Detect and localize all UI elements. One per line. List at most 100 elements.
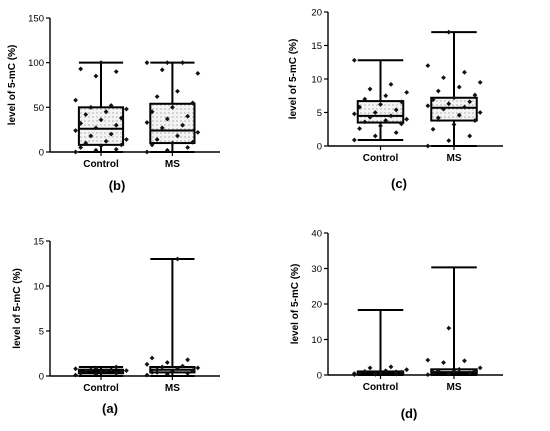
points-ms	[144, 60, 201, 155]
data-point	[472, 118, 478, 123]
points-control	[73, 60, 129, 155]
data-point	[144, 372, 150, 378]
points-control	[351, 57, 410, 143]
data-point	[78, 66, 84, 72]
data-point	[170, 369, 175, 374]
data-point	[425, 357, 431, 363]
data-point	[164, 60, 170, 66]
data-point	[108, 103, 114, 108]
y-tick-label: 10	[311, 335, 322, 346]
data-point	[446, 138, 452, 144]
data-point	[462, 104, 467, 110]
y-axis-title: level of 5-mC (%)	[12, 268, 23, 349]
data-point	[164, 371, 170, 377]
box-ms	[149, 61, 196, 153]
y-tick-label: 40	[311, 229, 322, 240]
panel-label: (c)	[391, 176, 407, 191]
data-point	[118, 115, 124, 121]
data-point	[456, 112, 462, 118]
data-point	[93, 147, 99, 153]
data-point	[118, 142, 124, 148]
data-point	[430, 126, 436, 132]
data-point	[472, 92, 478, 98]
points-ms	[425, 29, 483, 149]
y-tick-label: 20	[311, 300, 322, 311]
data-point	[477, 365, 483, 371]
panel-d: 0 10 20 30 40 Control MS level of 5-mC (%) (d)	[290, 229, 503, 421]
data-point	[88, 367, 94, 373]
data-point	[108, 131, 114, 137]
x-tick-label-control: Control	[363, 382, 399, 393]
data-point	[149, 355, 155, 361]
data-point	[88, 104, 94, 110]
data-point	[93, 365, 99, 371]
data-point	[180, 363, 185, 369]
data-point	[446, 29, 452, 35]
data-point	[383, 93, 389, 99]
data-point	[180, 60, 185, 66]
data-point	[372, 370, 378, 375]
data-point	[456, 366, 462, 372]
data-point	[477, 79, 483, 85]
data-point	[124, 106, 129, 112]
data-point	[73, 149, 78, 155]
data-point	[357, 104, 362, 110]
data-point	[351, 57, 357, 63]
data-point	[367, 86, 373, 92]
data-point	[451, 369, 457, 374]
data-point	[154, 367, 160, 373]
x-tick-label-ms: MS	[165, 383, 180, 394]
y-tick-label: 0	[39, 148, 44, 159]
data-point	[430, 97, 436, 103]
data-point	[124, 137, 129, 142]
data-point	[404, 367, 410, 373]
panel-label: (b)	[109, 178, 126, 193]
data-point	[399, 121, 404, 127]
data-point	[388, 81, 394, 87]
data-point	[103, 368, 109, 373]
data-point	[98, 60, 104, 66]
box-control	[77, 61, 125, 153]
panel-b: 0 50 100 150 Control MS level of 5-mC (%) (b)	[7, 14, 220, 193]
y-tick-label: 150	[28, 14, 44, 25]
data-point	[108, 367, 114, 373]
data-point	[185, 113, 191, 119]
data-point	[383, 368, 389, 374]
data-point	[159, 125, 165, 131]
data-point	[185, 370, 191, 376]
y-tick-label: 10	[33, 282, 44, 293]
data-point	[175, 133, 180, 139]
data-point	[113, 122, 119, 128]
data-point	[98, 369, 104, 375]
data-point	[462, 69, 467, 75]
y-axis-title: level of 5-mC (%)	[288, 39, 299, 120]
data-point	[113, 69, 119, 74]
data-point	[435, 367, 441, 373]
data-point	[425, 143, 431, 149]
data-point	[362, 369, 368, 374]
x-tick-label-ms: MS	[447, 382, 462, 393]
data-point	[185, 357, 191, 363]
data-point	[88, 133, 94, 139]
data-point	[351, 371, 357, 376]
data-point	[451, 95, 457, 101]
data-point	[383, 118, 389, 123]
x-tick-label-ms: MS	[165, 159, 180, 170]
data-point	[441, 75, 446, 81]
data-point	[425, 372, 431, 378]
data-point	[372, 133, 378, 139]
data-point	[73, 372, 78, 378]
x-tick-label-control: Control	[83, 159, 119, 170]
data-point	[430, 369, 436, 375]
data-point	[175, 88, 180, 94]
data-point	[357, 370, 362, 376]
y-tick-label: 10	[311, 75, 322, 86]
data-point	[170, 140, 175, 146]
data-point	[388, 364, 394, 370]
data-point	[93, 125, 99, 131]
data-point	[367, 114, 373, 120]
data-point	[180, 122, 185, 128]
data-point	[378, 370, 383, 376]
points-control	[73, 364, 129, 378]
